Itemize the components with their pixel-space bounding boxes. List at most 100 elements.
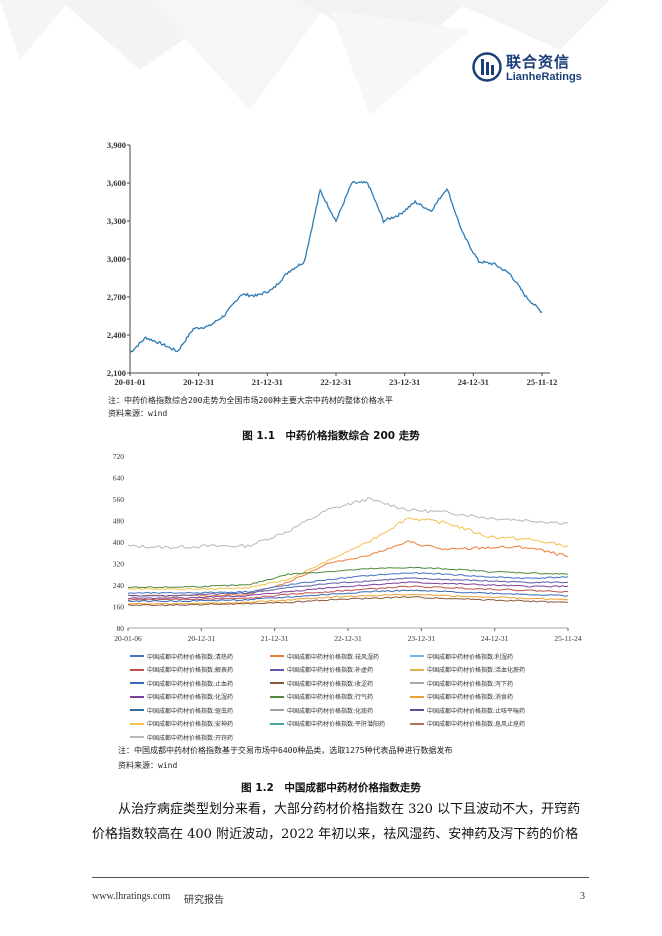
chart1-x-tick-label: 25-11-12 xyxy=(527,377,558,387)
chart2-series-line xyxy=(127,581,569,600)
legend-label: 中国成都中药材价格指数:止咳平喘药 xyxy=(427,707,526,715)
chart2-note: 注：中国成都中药材价格指数基于交易市场中6400种品类，选取1275种代表品种进… xyxy=(118,746,453,755)
chart2-x-tick-label: 25-11-24 xyxy=(554,634,581,643)
chart2-y-tick-label: 640 xyxy=(113,474,125,483)
chart2-x-tick-label: 22-12-31 xyxy=(334,634,362,643)
footer-label: 研究报告 xyxy=(184,895,224,906)
legend-item: 中国成都中药材价格指数:清热药 xyxy=(130,650,266,663)
legend-item: 中国成都中药材价格指数:驱虫药 xyxy=(130,704,266,717)
legend-item: 中国成都中药材价格指数:开窍药 xyxy=(130,731,266,744)
legend-item: 中国成都中药材价格指数:息风止痉药 xyxy=(410,718,560,731)
chart2-series-line xyxy=(127,517,569,591)
legend-swatch xyxy=(410,668,424,671)
legend-label: 中国成都中药材价格指数:补虚药 xyxy=(287,667,374,675)
legend-label: 中国成都中药材价格指数:活血化瘀药 xyxy=(427,667,526,675)
chart1-y-tick-label: 3,300 xyxy=(107,216,126,226)
chart2-x-tick-label: 20-12-31 xyxy=(188,634,216,643)
logo-cn-text: 联合资信 xyxy=(506,53,571,71)
chart1-y-tick-label: 3,600 xyxy=(107,178,126,188)
chart2-series-line xyxy=(127,596,569,607)
chart1-x-tick-label: 20-12-31 xyxy=(183,377,214,387)
chart1-y-tick-label: 3,900 xyxy=(107,140,126,150)
legend-swatch xyxy=(270,682,284,685)
legend-item: 中国成都中药材价格指数:化湿药 xyxy=(130,691,266,704)
legend-item: 中国成都中药材价格指数:安神药 xyxy=(130,718,266,731)
legend-label: 中国成都中药材价格指数:利湿药 xyxy=(427,653,514,661)
chart2-caption: 图 1.2 中国成都中药材价格指数走势 xyxy=(241,782,421,794)
body-line-2: 价格指数较高在 400 附近波动，2022 年初以来，祛风湿药、安神药及泻下药的… xyxy=(92,827,579,842)
chart2-x-tick-label: 23-12-31 xyxy=(408,634,436,643)
legend-swatch xyxy=(130,736,144,739)
legend-item: 中国成都中药材价格指数:补虚药 xyxy=(270,664,406,677)
legend-label: 中国成都中药材价格指数:平肝潜阳药 xyxy=(287,721,386,729)
body-line-1: 从治疗病症类型划分来看，大部分药材价格指数在 320 以下且波动不大，开窍药 xyxy=(118,802,581,817)
legend-swatch xyxy=(410,695,424,698)
footer-rule xyxy=(92,877,589,878)
chart2-y-tick-label: 720 xyxy=(113,452,125,461)
legend-item: 中国成都中药材价格指数:化痰药 xyxy=(270,704,406,717)
chart1-y-tick-label: 2,700 xyxy=(107,292,126,302)
chart2-x-tick-label: 21-12-31 xyxy=(261,634,289,643)
legend-item: 中国成都中药材价格指数:利湿药 xyxy=(410,650,560,663)
chart2-y-tick-label: 480 xyxy=(113,517,125,526)
chart1-x-tick-label: 23-12-31 xyxy=(389,377,420,387)
legend-label: 中国成都中药材价格指数:泻下药 xyxy=(427,680,514,688)
legend-label: 中国成都中药材价格指数:化痰药 xyxy=(287,707,374,715)
chart2-y-tick-label: 160 xyxy=(113,603,125,612)
chart1-x-tick-label: 20-01-01 xyxy=(114,377,145,387)
footer-site[interactable]: www.lhratings.com xyxy=(92,891,171,902)
chart2-y-tick-label: 240 xyxy=(113,581,125,590)
header-background-graphic xyxy=(0,0,610,115)
chart1-x-tick-label: 21-12-31 xyxy=(252,377,283,387)
legend-swatch xyxy=(270,709,284,712)
legend-swatch xyxy=(130,668,144,671)
chart2-y-tick-label: 400 xyxy=(113,538,125,547)
logo-en-text: LianheRatings xyxy=(506,71,582,83)
chart2-series-line xyxy=(127,593,568,605)
legend-label: 中国成都中药材价格指数:收涩药 xyxy=(287,680,374,688)
legend-swatch xyxy=(270,722,284,725)
legend-swatch xyxy=(130,695,144,698)
legend-swatch xyxy=(130,655,144,658)
chart1-x-tick-label: 24-12-31 xyxy=(458,377,489,387)
chart2-legend: 中国成都中药材价格指数:清热药 中国成都中药材价格指数:祛风湿药 中国成都中药材价格… xyxy=(130,650,600,744)
legend-swatch xyxy=(270,655,284,658)
chart2-series-line xyxy=(127,589,569,603)
legend-item: 中国成都中药材价格指数:解表药 xyxy=(130,664,266,677)
legend-item: 中国成都中药材价格指数:收涩药 xyxy=(270,677,406,690)
legend-label: 中国成都中药材价格指数:安神药 xyxy=(147,721,234,729)
chart-composite-200: 3,900 3,600 3,300 3,000 2,700 2,400 2,10020-01… xyxy=(107,140,558,387)
chart2-series-line xyxy=(127,585,569,601)
chart2-series-line xyxy=(127,566,569,589)
legend-swatch xyxy=(410,722,424,725)
legend-swatch xyxy=(410,655,424,658)
chart1-note: 注：中药价格指数综合200走势为全国市场200种主要大宗中药材的整体价格水平 xyxy=(108,396,393,405)
chart1-x-tick-label: 22-12-31 xyxy=(320,377,351,387)
legend-label: 中国成都中药材价格指数:止血药 xyxy=(147,680,234,688)
chart2-series-line xyxy=(127,497,569,550)
legend-label: 中国成都中药材价格指数:清热药 xyxy=(147,653,234,661)
legend-item: 中国成都中药材价格指数:止咳平喘药 xyxy=(410,704,560,717)
chart2-y-tick-label: 560 xyxy=(113,495,125,504)
logo-icon xyxy=(472,52,502,82)
legend-item: 中国成都中药材价格指数:平肝潜阳药 xyxy=(270,718,406,731)
chart2-y-tick-label: 80 xyxy=(117,624,125,633)
chart2-x-tick-label: 20-01-06 xyxy=(114,634,142,643)
legend-label: 中国成都中药材价格指数:解表药 xyxy=(147,667,234,675)
legend-item: 中国成都中药材价格指数:止血药 xyxy=(130,677,266,690)
chart2-y-tick-label: 320 xyxy=(113,560,125,569)
legend-swatch xyxy=(410,709,424,712)
chart1-source: 资料来源：wind xyxy=(108,409,168,418)
legend-label: 中国成都中药材价格指数:消食药 xyxy=(427,694,514,702)
legend-label: 中国成都中药材价格指数:驱虫药 xyxy=(147,707,234,715)
chart1-caption: 图 1.1 中药价格指数综合 200 走势 xyxy=(242,430,420,442)
chart2-source: 资料来源：wind xyxy=(118,761,178,770)
legend-item: 中国成都中药材价格指数:活血化瘀药 xyxy=(410,664,560,677)
page-number: 3 xyxy=(580,891,585,902)
legend-swatch xyxy=(130,682,144,685)
legend-swatch xyxy=(270,695,284,698)
legend-label: 中国成都中药材价格指数:行气药 xyxy=(287,694,374,702)
legend-label: 中国成都中药材价格指数:祛风湿药 xyxy=(287,653,380,661)
legend-swatch xyxy=(130,722,144,725)
